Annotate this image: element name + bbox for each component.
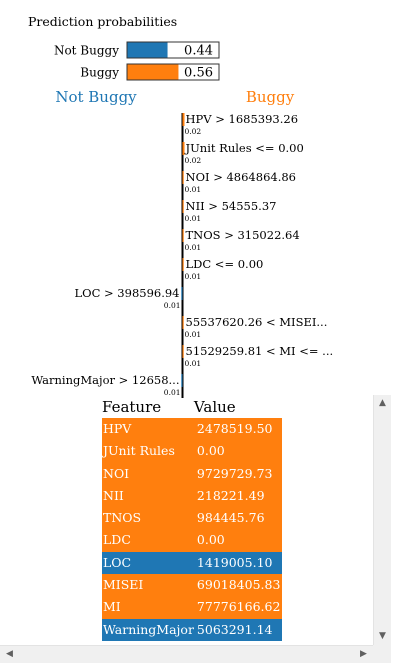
feature-weight: 0.01 bbox=[185, 330, 202, 339]
feature-weight: 0.01 bbox=[185, 272, 202, 281]
feature-cell: MISEI bbox=[103, 577, 144, 593]
probability-value: 0.56 bbox=[184, 66, 213, 81]
value-cell: 5063291.14 bbox=[196, 621, 273, 637]
feature-label: LOC > 398596.94 bbox=[75, 286, 180, 300]
feature-weight: 0.01 bbox=[185, 243, 202, 252]
feature-cell: LOC bbox=[103, 554, 132, 570]
feature-label: HPV > 1685393.26 bbox=[186, 112, 299, 126]
feature-explanation-chart: Not Buggy Buggy HPV > 1685393.260.02JUni… bbox=[31, 88, 334, 398]
feature-label: 51529259.81 < MI <= ... bbox=[186, 344, 334, 358]
feature-cell: NII bbox=[103, 487, 124, 503]
table-row: NOI 9729729.73 bbox=[102, 462, 283, 485]
value-cell: 2478519.50 bbox=[196, 421, 273, 436]
class-label: Buggy bbox=[80, 66, 119, 80]
value-cell: 0.00 bbox=[196, 532, 225, 548]
feature-label: 55537620.26 < MISEI... bbox=[186, 315, 328, 329]
feature-value-table: Feature Value HPV 2478519.50 JUnit Rules 0.… bbox=[102, 395, 283, 641]
value-cell: 69018405.83 bbox=[196, 577, 281, 593]
scroll-down-icon[interactable]: ▼ bbox=[379, 631, 386, 641]
value-cell: 9729729.73 bbox=[196, 465, 273, 481]
feature-label: LDC <= 0.00 bbox=[186, 257, 264, 271]
feature-value-table-panel[interactable]: Feature Value HPV 2478519.50 JUnit Rules 0.… bbox=[0, 395, 372, 645]
feature-cell: WarningMajor bbox=[103, 621, 194, 637]
table-row: LDC 0.00 bbox=[102, 529, 283, 552]
horizontal-scrollbar[interactable]: ◀ ▶ bbox=[0, 645, 373, 663]
feature-cell: JUnit Rules bbox=[103, 443, 175, 459]
feature-cell: TNOS bbox=[103, 510, 142, 526]
probability-bar bbox=[127, 64, 179, 80]
table-row: MI 77776166.62 bbox=[102, 596, 283, 619]
header-feature: Feature bbox=[102, 398, 162, 416]
vertical-scrollbar[interactable]: ▲ ▼ bbox=[373, 395, 391, 645]
feature-weight: 0.02 bbox=[185, 156, 202, 165]
feature-weight: 0.01 bbox=[185, 359, 202, 368]
table-row: WarningMajor 5063291.14 bbox=[102, 618, 283, 641]
feature-label: TNOS > 315022.64 bbox=[186, 228, 300, 242]
feature-weight: 0.02 bbox=[185, 127, 202, 136]
feature-weight: 0.01 bbox=[185, 214, 202, 223]
probability-value: 0.44 bbox=[184, 44, 213, 59]
feature-weight-bar bbox=[182, 345, 184, 358]
feature-weight-bar bbox=[182, 258, 184, 271]
table-row: JUnit Rules 0.00 bbox=[102, 440, 283, 463]
feature-weight-bar bbox=[182, 113, 185, 126]
scroll-up-icon[interactable]: ▲ bbox=[379, 398, 386, 408]
feature-weight-bar bbox=[182, 200, 184, 213]
table-row: LOC 1419005.10 bbox=[102, 551, 283, 575]
feature-weight-bar bbox=[182, 142, 185, 155]
header-value: Value bbox=[193, 398, 236, 416]
feature-weight: 0.01 bbox=[164, 388, 181, 397]
table-row: NII 218221.49 bbox=[102, 484, 283, 508]
feature-label: JUnit Rules <= 0.00 bbox=[185, 141, 304, 155]
feature-weight-bar bbox=[181, 374, 183, 387]
feature-weight-bar bbox=[182, 316, 184, 329]
feature-cell: LDC bbox=[103, 532, 131, 548]
right-class-label: Buggy bbox=[246, 88, 295, 106]
feature-weight-bar bbox=[182, 229, 184, 242]
table-row: MISEI 69018405.83 bbox=[102, 574, 283, 597]
scrollbar-corner bbox=[373, 645, 391, 663]
value-cell: 218221.49 bbox=[196, 487, 265, 503]
probability-bar bbox=[127, 42, 168, 58]
table-row: TNOS 984445.76 bbox=[102, 507, 283, 530]
feature-cell: MI bbox=[103, 599, 121, 615]
feature-label: WarningMajor > 12658... bbox=[31, 373, 179, 387]
table-row: HPV 2478519.50 bbox=[102, 418, 283, 441]
left-class-label: Not Buggy bbox=[55, 88, 137, 106]
feature-weight-bar bbox=[181, 287, 183, 300]
value-cell: 77776166.62 bbox=[196, 599, 281, 615]
feature-weight-bar bbox=[182, 171, 184, 184]
feature-cell: HPV bbox=[103, 421, 132, 436]
chart-title: Prediction probabilities bbox=[28, 14, 177, 29]
class-label: Not Buggy bbox=[54, 44, 119, 58]
value-cell: 1419005.10 bbox=[196, 554, 273, 570]
feature-label: NOI > 4864864.86 bbox=[186, 170, 297, 184]
feature-weight: 0.01 bbox=[185, 185, 202, 194]
value-cell: 984445.76 bbox=[196, 510, 265, 526]
value-cell: 0.00 bbox=[196, 443, 225, 459]
feature-weight: 0.01 bbox=[164, 301, 181, 310]
scroll-right-icon[interactable]: ▶ bbox=[360, 649, 367, 659]
prediction-probabilities-chart: Prediction probabilities Not Buggy 0.44 Bu… bbox=[28, 14, 220, 81]
scroll-left-icon[interactable]: ◀ bbox=[6, 649, 13, 659]
feature-label: NII > 54555.37 bbox=[186, 199, 277, 213]
feature-cell: NOI bbox=[103, 465, 130, 481]
